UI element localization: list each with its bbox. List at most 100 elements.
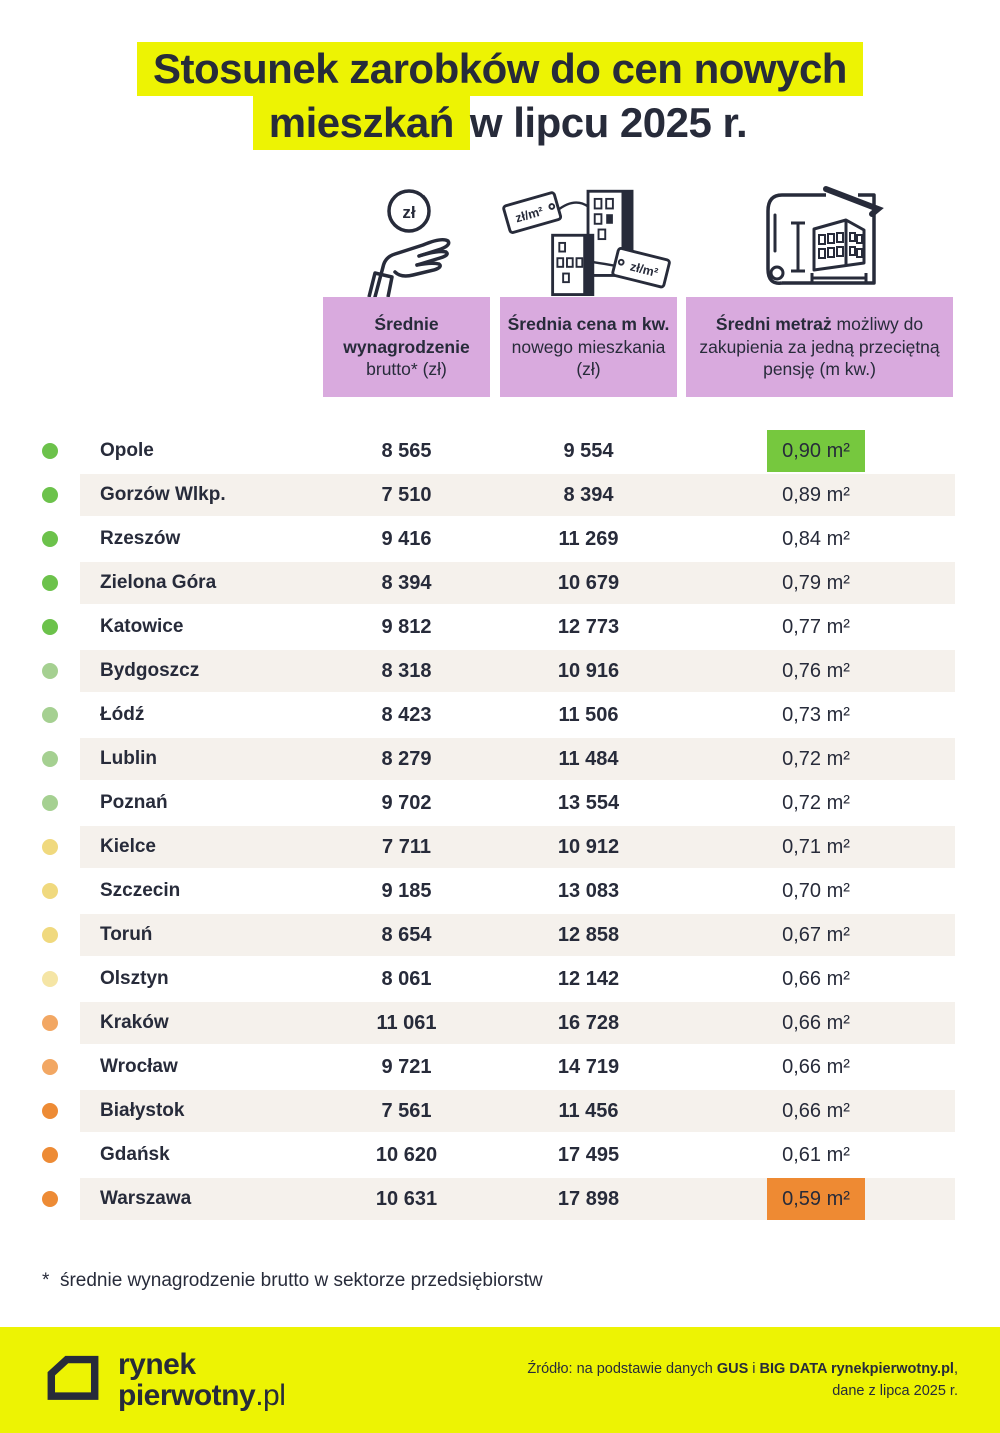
- price-per-sqm-value: 10 916: [557, 660, 620, 682]
- area-cell: 0,67 m²: [677, 913, 955, 957]
- city-name: Szczecin: [100, 880, 181, 901]
- area-per-salary-value: 0,66 m²: [782, 1056, 850, 1078]
- area-cell: 0,79 m²: [677, 561, 955, 605]
- rank-color-dot: [42, 1103, 58, 1119]
- svg-text:zł: zł: [402, 203, 416, 222]
- table-row: Kraków 11 061 16 728 0,66 m²: [0, 1001, 1000, 1045]
- table-row: Szczecin 9 185 13 083 0,70 m²: [0, 869, 1000, 913]
- svg-text:zł/m²: zł/m²: [629, 259, 660, 279]
- price-per-sqm-value: 14 719: [557, 1056, 620, 1078]
- avg-wage-value: 7 561: [381, 1100, 432, 1122]
- city-name: Wrocław: [100, 1056, 178, 1077]
- area-cell: 0,89 m²: [677, 473, 955, 517]
- city-name: Toruń: [100, 924, 153, 945]
- rank-color-dot: [42, 795, 58, 811]
- avg-wage-value: 11 061: [376, 1012, 437, 1034]
- area-per-salary-value: 0,61 m²: [782, 1144, 850, 1166]
- price-per-sqm-value: 12 773: [557, 616, 620, 638]
- area-per-salary-value: 0,72 m²: [782, 748, 850, 770]
- rank-color-dot: [42, 443, 58, 459]
- rank-color-dot: [42, 971, 58, 987]
- title-highlight-2: mieszkań: [252, 96, 470, 150]
- rank-color-dot: [42, 1191, 58, 1207]
- area-per-salary-value: 0,90 m²: [767, 430, 865, 472]
- area-cell: 0,66 m²: [677, 1001, 955, 1045]
- city-name: Warszawa: [100, 1188, 192, 1209]
- column-head-area: Średni metraż możliwy do zakupienia za j…: [686, 185, 953, 397]
- source-note: Źródło: na podstawie danych GUS i BIG DA…: [527, 1358, 958, 1402]
- price-per-sqm-value: 13 083: [557, 880, 620, 902]
- city-name: Bydgoszcz: [100, 660, 200, 681]
- column-label-area: Średni metraż możliwy do zakupienia za j…: [686, 297, 953, 397]
- column-label-wage: Średnie wynagrodzenie brutto* (zł): [323, 297, 490, 397]
- price-per-sqm-value: 12 142: [557, 968, 620, 990]
- area-cell: 0,76 m²: [677, 649, 955, 693]
- avg-wage-value: 8 423: [381, 704, 432, 726]
- avg-wage-value: 8 061: [381, 968, 432, 990]
- avg-wage-value: 10 620: [375, 1144, 438, 1166]
- salary-coin-hand-icon: zł: [323, 185, 490, 297]
- area-per-salary-value: 0,59 m²: [767, 1178, 865, 1220]
- area-cell: 0,73 m²: [677, 693, 955, 737]
- rank-color-dot: [42, 1015, 58, 1031]
- price-per-sqm-value: 8 394: [563, 484, 614, 506]
- city-name: Białystok: [100, 1100, 185, 1121]
- avg-wage-value: 7 510: [381, 484, 432, 506]
- price-per-sqm-value: 12 858: [557, 924, 620, 946]
- price-per-sqm-value: 11 506: [558, 704, 619, 726]
- area-cell: 0,66 m²: [677, 957, 955, 1001]
- table-row: Opole 8 565 9 554 0,90 m²: [0, 429, 1000, 473]
- table-row: Gdańsk 10 620 17 495 0,61 m²: [0, 1133, 1000, 1177]
- city-name: Poznań: [100, 792, 168, 813]
- area-per-salary-value: 0,72 m²: [782, 792, 850, 814]
- rank-color-dot: [42, 531, 58, 547]
- avg-wage-value: 7 711: [382, 836, 431, 858]
- area-per-salary-value: 0,73 m²: [782, 704, 850, 726]
- area-cell: 0,66 m²: [677, 1045, 955, 1089]
- area-cell: 0,90 m²: [677, 429, 955, 473]
- price-per-sqm-value: 13 554: [557, 792, 620, 814]
- area-per-salary-value: 0,89 m²: [782, 484, 850, 506]
- rynekpierwotny-logo: rynek pierwotny.pl: [42, 1349, 286, 1411]
- avg-wage-value: 8 654: [381, 924, 432, 946]
- buildings-price-tags-icon: zł/m² zł/m²: [500, 185, 677, 297]
- source-line-2: dane z lipca 2025 r.: [832, 1383, 958, 1399]
- avg-wage-value: 8 279: [381, 748, 432, 770]
- avg-wage-value: 10 631: [375, 1188, 438, 1210]
- price-per-sqm-value: 16 728: [557, 1012, 620, 1034]
- city-name: Lublin: [100, 748, 157, 769]
- area-cell: 0,71 m²: [677, 825, 955, 869]
- area-per-salary-value: 0,77 m²: [782, 616, 850, 638]
- price-per-sqm-value: 11 456: [558, 1100, 619, 1122]
- table-row: Toruń 8 654 12 858 0,67 m²: [0, 913, 1000, 957]
- city-name: Katowice: [100, 616, 184, 637]
- city-table: Opole 8 565 9 554 0,90 m² Gorzów Wlkp. 7…: [0, 429, 1000, 1221]
- table-row: Poznań 9 702 13 554 0,72 m²: [0, 781, 1000, 825]
- rank-color-dot: [42, 927, 58, 943]
- avg-wage-value: 8 565: [381, 440, 432, 462]
- price-per-sqm-value: 17 495: [557, 1144, 620, 1166]
- price-per-sqm-value: 17 898: [557, 1188, 620, 1210]
- city-name: Kielce: [100, 836, 156, 857]
- city-name: Gdańsk: [100, 1144, 170, 1165]
- area-per-salary-value: 0,67 m²: [782, 924, 850, 946]
- table-row: Warszawa 10 631 17 898 0,59 m²: [0, 1177, 1000, 1221]
- area-per-salary-value: 0,76 m²: [782, 660, 850, 682]
- column-head-price: zł/m² zł/m² Średnia cena m kw. nowego mi…: [500, 185, 677, 397]
- table-row: Łódź 8 423 11 506 0,73 m²: [0, 693, 1000, 737]
- rank-color-dot: [42, 663, 58, 679]
- area-cell: 0,59 m²: [677, 1177, 955, 1221]
- area-per-salary-value: 0,66 m²: [782, 1012, 850, 1034]
- table-row: Białystok 7 561 11 456 0,66 m²: [0, 1089, 1000, 1133]
- city-name: Kraków: [100, 1012, 169, 1033]
- rank-color-dot: [42, 1059, 58, 1075]
- rank-color-dot: [42, 487, 58, 503]
- rank-color-dot: [42, 575, 58, 591]
- title-line-2: mieszkań w lipcu 2025 r.: [0, 96, 1000, 150]
- column-head-wage: zł Średnie wynagrodzenie brutto* (zł): [323, 185, 490, 397]
- price-per-sqm-value: 9 554: [563, 440, 614, 462]
- footer-bar: rynek pierwotny.pl Źródło: na podstawie …: [0, 1327, 1000, 1433]
- price-per-sqm-value: 10 679: [557, 572, 620, 594]
- city-name: Olsztyn: [100, 968, 169, 989]
